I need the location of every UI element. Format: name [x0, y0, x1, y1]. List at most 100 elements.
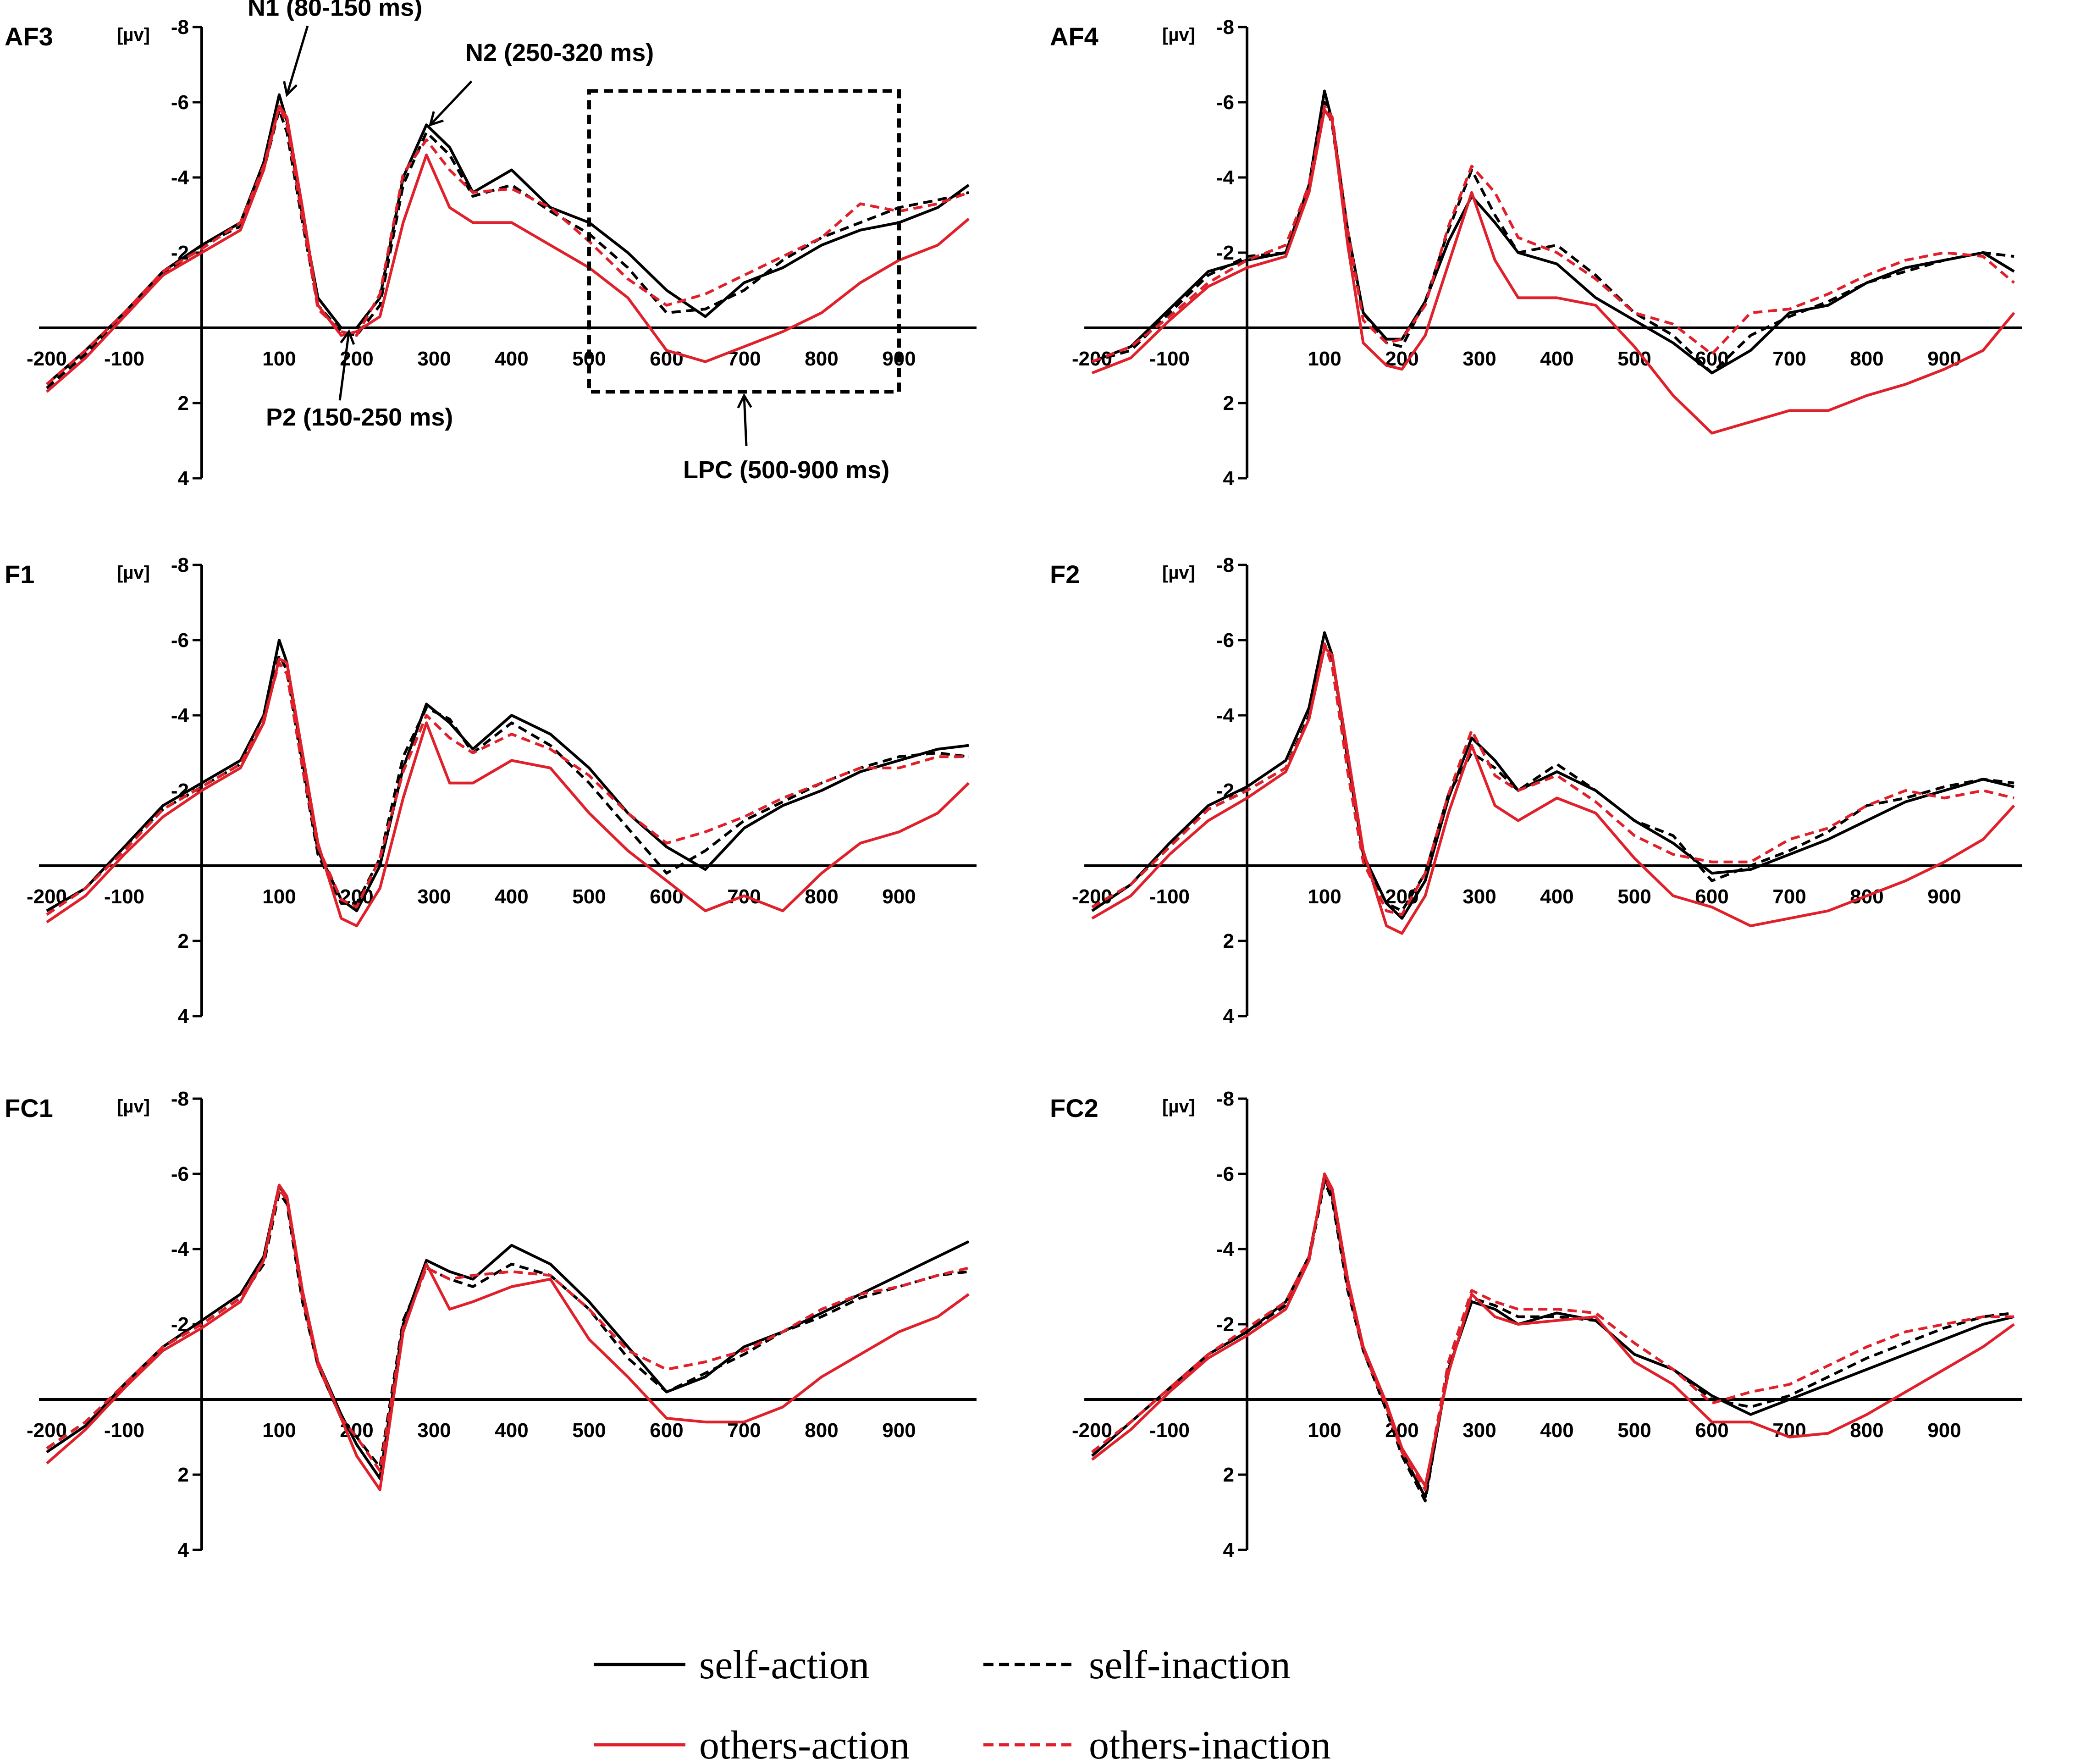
- y-unit-label: [µv]: [1162, 1096, 1195, 1117]
- y-unit-label: [µv]: [117, 1096, 150, 1117]
- y-tick-label: -6: [171, 1163, 189, 1185]
- x-tick-label: 100: [262, 885, 296, 908]
- y-tick-label: -6: [171, 629, 189, 652]
- x-tick-label: 400: [495, 885, 528, 908]
- y-tick-label: 2: [178, 392, 189, 415]
- x-tick-label: 400: [1540, 1419, 1573, 1442]
- y-tick-label: -6: [171, 91, 189, 114]
- x-tick-label: 300: [417, 885, 451, 908]
- x-tick-label: 900: [1927, 885, 1961, 908]
- y-tick-label: -2: [1216, 242, 1234, 264]
- x-tick-label: 600: [650, 1419, 683, 1442]
- series-others-action-fc1: [46, 1183, 970, 1491]
- y-unit-label: [µv]: [117, 563, 150, 583]
- x-tick-label: 300: [1462, 1419, 1496, 1442]
- y-tick-label: 4: [1223, 1005, 1235, 1028]
- x-tick-label: 900: [1927, 1419, 1961, 1442]
- x-tick-label: 400: [495, 348, 528, 370]
- panel-af4: AF4 [µv] -8-6-4-224-200 -100 100 200 300 400 500…: [1050, 16, 2022, 490]
- series-others-action-af3: [46, 105, 970, 393]
- legend: self-action self-inaction others-action …: [594, 1643, 1331, 1764]
- x-tick-label: 400: [1540, 348, 1573, 370]
- y-tick-label: 2: [1223, 392, 1234, 415]
- x-tick-label: -100: [1149, 348, 1190, 370]
- annotation-arrow: [429, 80, 473, 126]
- y-tick-label: 4: [178, 1005, 189, 1028]
- panel-af3: AF3 [µv] -8-6-4-224-200 -100 100 200 300 400 500…: [5, 0, 977, 490]
- x-tick-label: -100: [104, 1419, 144, 1442]
- series-others-inaction-f1: [46, 661, 969, 916]
- y-tick-label: -6: [1216, 91, 1234, 114]
- panel-f2: F2 [µv] -8-6-4-224-200 -100 100 200 300 400 500 6…: [1050, 554, 2022, 1028]
- series-others-action-f2: [1091, 646, 2015, 935]
- panel-title-f2: F2: [1050, 560, 1080, 589]
- y-tick-label: -8: [171, 554, 189, 576]
- panel-f1: F1 [µv] -8-6-4-224-200 -100 100 200 300 400 500 6…: [5, 554, 977, 1028]
- panel-fc1: FC1 [µv] -8-6-4-224-200 -100 100 200 300 400 500…: [5, 1088, 977, 1561]
- x-tick-label: 100: [262, 348, 296, 370]
- annotation-arrowhead: [283, 81, 298, 97]
- annotation-label: LPC (500-900 ms): [683, 456, 889, 484]
- series-self-action-af3: [46, 93, 970, 386]
- legend-label-others-inaction: others-inaction: [1089, 1723, 1331, 1764]
- y-tick-label: 2: [1223, 1464, 1234, 1486]
- y-tick-label: -4: [1216, 1238, 1235, 1261]
- y-tick-label: -2: [1216, 1313, 1234, 1336]
- x-tick-label: -100: [1149, 1419, 1190, 1442]
- x-tick-label: 400: [495, 1419, 528, 1442]
- series-others-inaction-fc1: [46, 1187, 969, 1472]
- series-others-inaction-af3: [46, 105, 970, 386]
- y-tick-label: -4: [1216, 166, 1235, 189]
- panel-title-af3: AF3: [5, 22, 53, 51]
- y-tick-label: 4: [178, 467, 189, 490]
- x-tick-label: 800: [1850, 1419, 1883, 1442]
- annotation-arrow: [286, 25, 309, 95]
- y-tick-label: -4: [171, 1238, 189, 1261]
- x-tick-label: 800: [805, 1419, 838, 1442]
- y-tick-label: -6: [1216, 629, 1234, 652]
- y-tick-label: -8: [1216, 554, 1234, 576]
- annotation-arrow: [743, 395, 748, 446]
- x-tick-label: 300: [417, 1419, 451, 1442]
- series-self-inaction-af4: [1092, 101, 2014, 375]
- y-tick-label: 4: [1223, 467, 1235, 490]
- annotation-arrowhead: [737, 393, 752, 409]
- x-tick-label: 900: [1927, 348, 1961, 370]
- x-tick-label: 100: [1308, 348, 1341, 370]
- x-tick-label: -100: [104, 348, 144, 370]
- panel-title-fc2: FC2: [1050, 1094, 1098, 1123]
- y-tick-label: -8: [171, 16, 189, 39]
- x-tick-label: 100: [262, 1419, 296, 1442]
- x-tick-label: 300: [1462, 348, 1496, 370]
- x-tick-label: 100: [1308, 885, 1341, 908]
- lpc-window-box: [587, 89, 901, 394]
- legend-label-others-action: others-action: [699, 1723, 910, 1764]
- x-tick-label: 200: [1385, 885, 1418, 908]
- y-unit-label: [µv]: [1162, 563, 1195, 583]
- x-tick-label: 700: [1772, 348, 1806, 370]
- x-tick-label: 500: [1617, 348, 1651, 370]
- y-tick-label: 4: [178, 1539, 189, 1561]
- y-unit-label: [µv]: [117, 25, 150, 45]
- series-others-inaction-af4: [1091, 105, 2015, 363]
- y-tick-label: 2: [178, 930, 189, 952]
- x-tick-label: 300: [1462, 885, 1496, 908]
- series-others-action-fc2: [1091, 1172, 2015, 1488]
- panel-title-fc1: FC1: [5, 1094, 53, 1123]
- annotation-label: N1 (80-150 ms): [248, 0, 422, 21]
- x-tick-label: 500: [572, 885, 606, 908]
- y-tick-label: 2: [1223, 930, 1234, 952]
- panel-title-f1: F1: [5, 560, 34, 589]
- x-tick-label: 500: [1617, 885, 1651, 908]
- series-self-inaction-fc2: [1091, 1180, 2014, 1503]
- x-tick-label: -100: [104, 885, 144, 908]
- y-tick-label: -8: [1216, 16, 1234, 39]
- x-tick-label: 900: [882, 885, 916, 908]
- y-tick-label: 2: [178, 1464, 189, 1486]
- x-tick-label: 400: [1540, 885, 1573, 908]
- x-tick-label: -100: [1149, 885, 1190, 908]
- x-tick-label: 900: [882, 1419, 916, 1442]
- y-tick-label: -4: [171, 166, 189, 189]
- legend-label-self-action: self-action: [699, 1643, 869, 1687]
